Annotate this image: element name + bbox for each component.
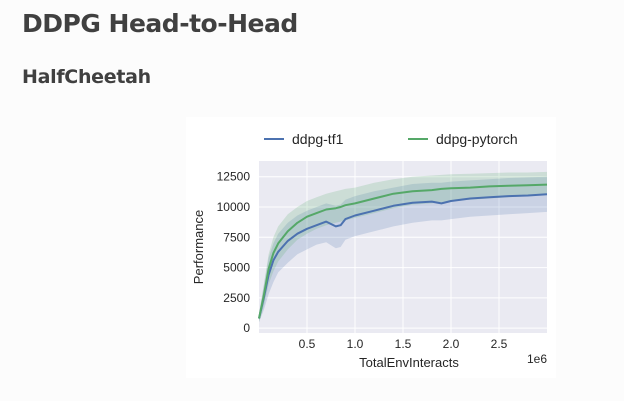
band-ddpg-tf1 (259, 176, 547, 323)
x-tick-label: 2.0 (443, 337, 460, 351)
legend-label-ddpg-pytorch: ddpg-pytorch (436, 131, 518, 147)
y-tick-label: 5000 (223, 261, 250, 275)
x-axis-offset-label: 1e6 (527, 352, 547, 366)
grid-lines (259, 161, 547, 333)
y-tick-label: 2500 (223, 291, 250, 305)
x-tick-label: 1.0 (347, 337, 364, 351)
legend-label-ddpg-tf1: ddpg-tf1 (292, 131, 344, 147)
section-title: HalfCheetah (22, 66, 151, 88)
y-tick-label: 7500 (223, 230, 250, 244)
line-chart: ddpg-tf1 ddpg-pytorch 0 2500 5000 7500 10000… (191, 131, 548, 370)
y-tick-label: 12500 (217, 170, 251, 184)
x-tick-label: 0.5 (299, 337, 316, 351)
x-tick-label: 1.5 (395, 337, 412, 351)
y-axis-label: Performance (191, 210, 206, 284)
x-tick-labels: 0.5 1.0 1.5 2.0 2.5 (299, 337, 508, 351)
y-tick-label: 10000 (217, 200, 251, 214)
x-axis-label: TotalEnvInteracts (359, 355, 459, 370)
chart-figure: ddpg-tf1 ddpg-pytorch 0 2500 5000 7500 10000… (186, 117, 556, 378)
line-ddpg-tf1 (258, 193, 548, 319)
y-tick-labels: 0 2500 5000 7500 10000 12500 (217, 170, 251, 335)
chart-legend: ddpg-tf1 ddpg-pytorch (264, 131, 518, 147)
series-lines (258, 183, 548, 319)
page-title: DDPG Head-to-Head (22, 9, 298, 38)
line-ddpg-pytorch (258, 183, 548, 319)
x-tick-label: 2.5 (491, 337, 508, 351)
y-tick-label: 0 (243, 321, 250, 335)
